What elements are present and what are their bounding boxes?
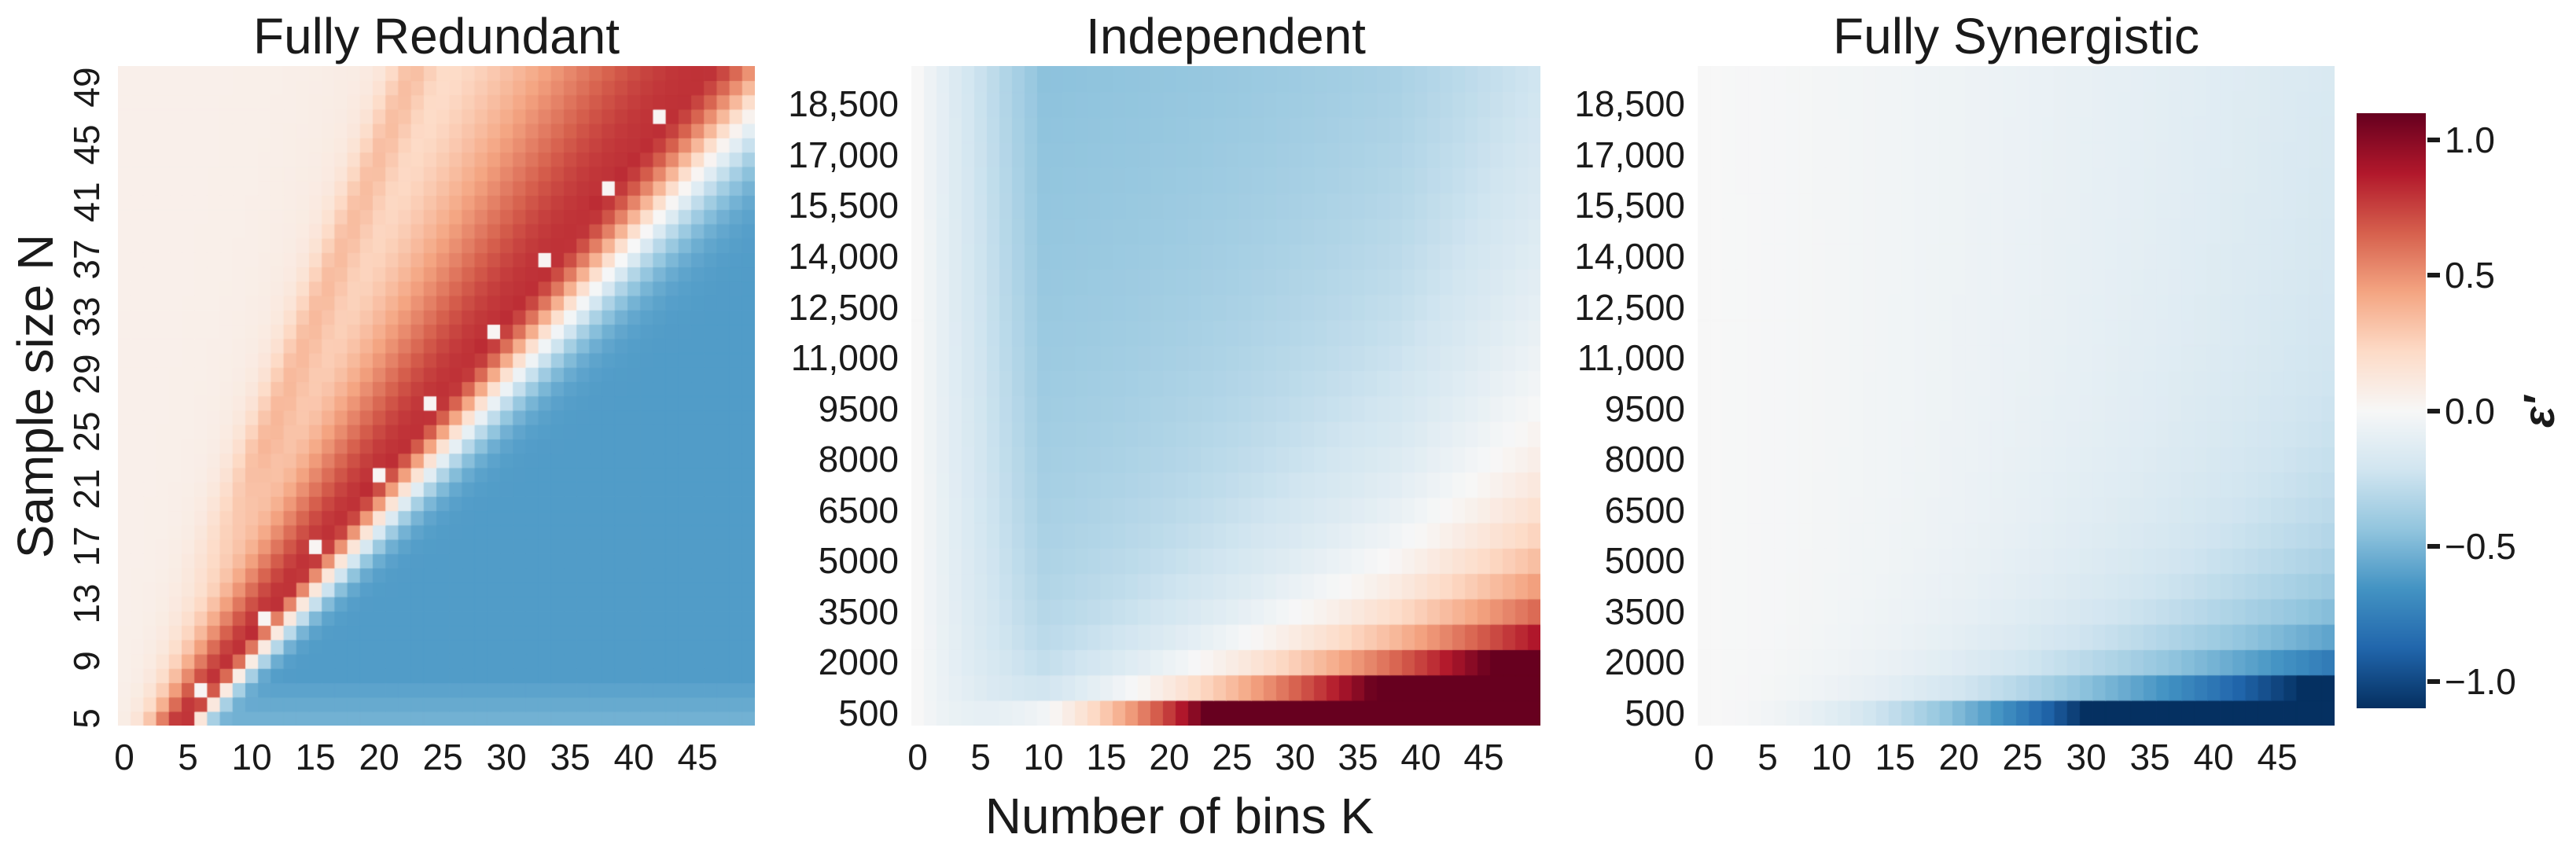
y-tick-label: 12,500: [1574, 286, 1685, 328]
y-tick-label: 6500: [818, 489, 899, 531]
y-tick-label: 45: [66, 124, 107, 165]
y-tick-label: 2000: [818, 641, 899, 683]
y-tick-label: 25: [66, 411, 107, 452]
x-tick-label: 30: [1275, 737, 1316, 777]
x-tick-label: 15: [295, 737, 336, 777]
colorbar-tick-mark: [2427, 408, 2440, 413]
y-tick-label: 8000: [818, 439, 899, 480]
y-tick-label: 12,500: [788, 286, 899, 328]
y-tick-label: 21: [66, 469, 107, 509]
y-tick-label: 11,000: [790, 337, 899, 379]
x-tick-label: 10: [1023, 737, 1064, 777]
y-tick-label: 500: [838, 692, 899, 733]
x-tick-label: 40: [2193, 737, 2234, 777]
y-tick-label: 14,000: [1574, 236, 1685, 277]
y-tick-label: 29: [66, 354, 107, 395]
y-tick-label: 2000: [1604, 641, 1685, 683]
colorbar-tick-label: −0.5: [2445, 525, 2516, 567]
x-tick-label: 35: [2129, 737, 2170, 777]
x-tick-label: 45: [2257, 737, 2298, 777]
colorbar-tick-label: 0.0: [2445, 390, 2495, 432]
y-tick-label: 15,500: [788, 185, 899, 226]
x-tick-label: 0: [114, 737, 134, 777]
x-tick-label: 15: [1086, 737, 1127, 777]
heatmap-independent: [911, 66, 1540, 726]
y-tick-label: 500: [1625, 692, 1685, 733]
x-tick-label: 40: [613, 737, 654, 777]
x-tick-label: 20: [1149, 737, 1190, 777]
x-tick-label: 40: [1400, 737, 1441, 777]
x-axis-label: Number of bins K: [984, 788, 1374, 844]
x-tick-label: 25: [2002, 737, 2043, 777]
y-tick-label: 18,500: [1574, 83, 1685, 125]
colorbar-tick-mark: [2427, 273, 2440, 278]
x-tick-label: 35: [1338, 737, 1378, 777]
colorbar-label: ε′: [2514, 395, 2563, 428]
x-tick-label: 25: [1212, 737, 1253, 777]
y-tick-label: 14,000: [788, 236, 899, 277]
x-tick-label: 0: [1694, 737, 1714, 777]
y-tick-label: 3500: [1604, 590, 1685, 632]
y-tick-label: 15,500: [1574, 185, 1685, 226]
x-tick-label: 30: [2066, 737, 2107, 777]
heatmap-fully-synergistic: [1698, 66, 2335, 726]
y-tick-label: 9: [66, 651, 107, 671]
x-tick-label: 15: [1875, 737, 1915, 777]
x-tick-label: 10: [1811, 737, 1852, 777]
y-tick-label: 17,000: [1574, 134, 1685, 175]
x-tick-label: 10: [231, 737, 272, 777]
y-tick-label: 5: [66, 708, 107, 729]
y-tick-label: 13: [66, 583, 107, 624]
y-tick-label: 17,000: [788, 134, 899, 175]
colorbar-tick-label: 1.0: [2445, 119, 2495, 161]
y-tick-label: 9500: [818, 388, 899, 429]
y-tick-label: 11,000: [1577, 337, 1685, 379]
y-tick-label: 33: [66, 296, 107, 337]
y-tick-label: 5000: [1604, 540, 1685, 582]
colorbar-tick-mark: [2427, 678, 2440, 684]
x-tick-label: 20: [359, 737, 399, 777]
heatmap-fully-redundant: [118, 66, 755, 726]
y-axis-label: Sample size N: [7, 233, 64, 558]
y-tick-label: 41: [66, 182, 107, 222]
y-tick-label: 49: [66, 67, 107, 108]
y-tick-label: 37: [66, 239, 107, 280]
y-tick-label: 8000: [1604, 439, 1685, 480]
colorbar-tick-label: −1.0: [2445, 660, 2516, 702]
colorbar-tick-label: 0.5: [2445, 255, 2495, 296]
x-tick-label: 5: [970, 737, 991, 777]
panel-title-independent: Independent: [1086, 8, 1366, 64]
colorbar-tick-mark: [2427, 138, 2440, 143]
x-tick-label: 30: [486, 737, 527, 777]
colorbar: [2357, 113, 2426, 708]
y-tick-label: 18,500: [788, 83, 899, 125]
x-tick-label: 20: [1938, 737, 1979, 777]
y-tick-label: 6500: [1604, 489, 1685, 531]
x-tick-label: 5: [1757, 737, 1778, 777]
colorbar-tick-mark: [2427, 543, 2440, 549]
x-tick-label: 0: [907, 737, 928, 777]
x-tick-label: 45: [1463, 737, 1504, 777]
x-tick-label: 35: [550, 737, 591, 777]
y-tick-label: 17: [66, 526, 107, 567]
panel-title-fully-synergistic: Fully Synergistic: [1833, 8, 2199, 64]
panel-title-fully-redundant: Fully Redundant: [252, 8, 620, 64]
y-tick-label: 3500: [818, 590, 899, 632]
x-tick-label: 5: [178, 737, 198, 777]
y-tick-label: 5000: [818, 540, 899, 582]
x-tick-label: 25: [422, 737, 463, 777]
y-tick-label: 9500: [1604, 388, 1685, 429]
x-tick-label: 45: [677, 737, 718, 777]
